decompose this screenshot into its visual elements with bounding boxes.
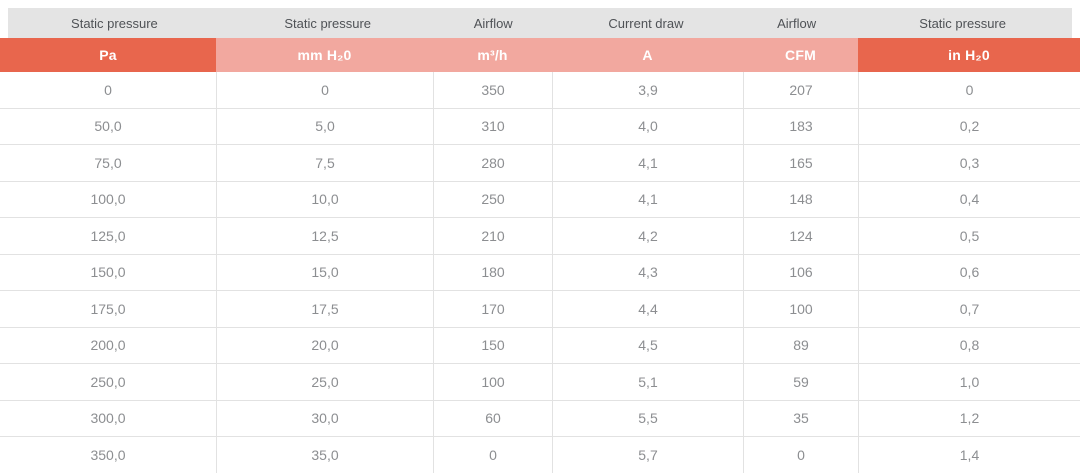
column-group-label-current-draw: Current draw	[608, 15, 684, 31]
table-cell: 0,7	[858, 291, 1080, 327]
column-group-label-static-pressure-mm: Static pressure	[284, 15, 372, 31]
table-cell: 350,0	[0, 437, 216, 473]
table-row: 200,0 20,0 150 4,5 89 0,8	[0, 327, 1080, 364]
table-cell: 250	[433, 181, 552, 217]
table-cell: 89	[743, 327, 858, 363]
column-group-label-static-pressure-in: Static pressure	[919, 15, 1006, 31]
table-row: 175,0 17,5 170 4,4 100 0,7	[0, 291, 1080, 328]
table-cell: 30,0	[216, 400, 433, 436]
table-cell: 350	[433, 72, 552, 108]
unit-label-m3-h: m³/h	[433, 38, 552, 72]
table-cell: 5,7	[552, 437, 743, 473]
table-cell: 3,9	[552, 72, 743, 108]
table-cell: 106	[743, 254, 858, 290]
table-cell: 125,0	[0, 218, 216, 254]
table-cell: 100,0	[0, 181, 216, 217]
table-cell: 25,0	[216, 364, 433, 400]
table-row: 50,0 5,0 310 4,0 183 0,2	[0, 108, 1080, 145]
column-group-label-static-pressure-pa: Static pressure	[71, 15, 158, 31]
table-cell: 0	[743, 437, 858, 473]
unit-label-a: A	[552, 38, 743, 72]
table-cell: 50,0	[0, 108, 216, 144]
table-cell: 210	[433, 218, 552, 254]
unit-header-row: Pa mm H₂0 m³/h A CFM in H₂0	[0, 38, 1080, 72]
table-cell: 180	[433, 254, 552, 290]
table-cell: 15,0	[216, 254, 433, 290]
table-cell: 4,5	[552, 327, 743, 363]
table-row: 0 0 350 3,9 207 0	[0, 72, 1080, 109]
unit-label-cfm: CFM	[743, 38, 858, 72]
table-cell: 10,0	[216, 181, 433, 217]
table-cell: 1,0	[858, 364, 1080, 400]
table-cell: 60	[433, 400, 552, 436]
table-row: 100,0 10,0 250 4,1 148 0,4	[0, 181, 1080, 218]
table-cell: 207	[743, 72, 858, 108]
table-cell: 175,0	[0, 291, 216, 327]
table-cell: 4,0	[552, 108, 743, 144]
table-cell: 200,0	[0, 327, 216, 363]
table-cell: 0,8	[858, 327, 1080, 363]
table-row: 250,0 25,0 100 5,1 59 1,0	[0, 364, 1080, 401]
table-cell: 100	[743, 291, 858, 327]
table-body: 0 0 350 3,9 207 0 50,0 5,0 310 4,0 183 0…	[0, 72, 1080, 473]
table-cell: 4,1	[552, 145, 743, 181]
fan-performance-table: Static pressure Static pressure Airflow …	[0, 8, 1080, 473]
table-cell: 4,3	[552, 254, 743, 290]
table-cell: 170	[433, 291, 552, 327]
table-cell: 150	[433, 327, 552, 363]
table-row: 300,0 30,0 60 5,5 35 1,2	[0, 400, 1080, 437]
unit-label-pa: Pa	[0, 38, 216, 72]
table-cell: 59	[743, 364, 858, 400]
table-cell: 5,0	[216, 108, 433, 144]
table-cell: 75,0	[0, 145, 216, 181]
table-cell: 5,1	[552, 364, 743, 400]
table-cell: 4,2	[552, 218, 743, 254]
table-cell: 250,0	[0, 364, 216, 400]
table-cell: 12,5	[216, 218, 433, 254]
table-cell: 0,4	[858, 181, 1080, 217]
unit-label-mm-h2o: mm H₂0	[216, 38, 433, 72]
table-cell: 4,1	[552, 181, 743, 217]
table-cell: 0,6	[858, 254, 1080, 290]
table-cell: 0	[216, 72, 433, 108]
table-cell: 7,5	[216, 145, 433, 181]
table-cell: 4,4	[552, 291, 743, 327]
table-cell: 17,5	[216, 291, 433, 327]
table-cell: 0,5	[858, 218, 1080, 254]
table-row: 350,0 35,0 0 5,7 0 1,4	[0, 437, 1080, 473]
table-cell: 0	[0, 72, 216, 108]
column-group-label-airflow-cfm: Airflow	[777, 15, 817, 31]
table-cell: 183	[743, 108, 858, 144]
table-cell: 1,2	[858, 400, 1080, 436]
table-cell: 0	[858, 72, 1080, 108]
column-group-header-row: Static pressure Static pressure Airflow …	[8, 8, 1072, 38]
table-row: 125,0 12,5 210 4,2 124 0,5	[0, 218, 1080, 255]
table-cell: 310	[433, 108, 552, 144]
table-row: 150,0 15,0 180 4,3 106 0,6	[0, 254, 1080, 291]
table-cell: 20,0	[216, 327, 433, 363]
table-cell: 148	[743, 181, 858, 217]
table-cell: 150,0	[0, 254, 216, 290]
table-cell: 35,0	[216, 437, 433, 473]
table-cell: 5,5	[552, 400, 743, 436]
table-cell: 35	[743, 400, 858, 436]
table-cell: 280	[433, 145, 552, 181]
table-cell: 0,2	[858, 108, 1080, 144]
column-group-label-airflow-m3h: Airflow	[473, 15, 513, 31]
table-cell: 1,4	[858, 437, 1080, 473]
table-cell: 0,3	[858, 145, 1080, 181]
table-cell: 100	[433, 364, 552, 400]
table-cell: 124	[743, 218, 858, 254]
table-cell: 0	[433, 437, 552, 473]
table-cell: 300,0	[0, 400, 216, 436]
unit-label-in-h2o: in H₂0	[858, 38, 1080, 72]
table-row: 75,0 7,5 280 4,1 165 0,3	[0, 145, 1080, 182]
table-cell: 165	[743, 145, 858, 181]
